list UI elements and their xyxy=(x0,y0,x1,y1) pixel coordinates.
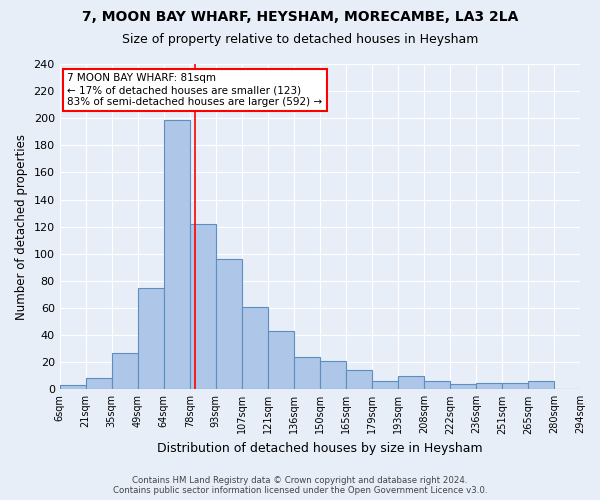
Text: Size of property relative to detached houses in Heysham: Size of property relative to detached ho… xyxy=(122,32,478,46)
Bar xyxy=(138,288,164,390)
Text: Contains HM Land Registry data © Crown copyright and database right 2024.
Contai: Contains HM Land Registry data © Crown c… xyxy=(113,476,487,495)
Bar xyxy=(242,306,268,390)
Bar xyxy=(398,376,424,390)
Bar xyxy=(450,384,476,390)
Bar xyxy=(86,378,112,390)
Bar xyxy=(320,361,346,390)
Bar xyxy=(424,381,450,390)
Bar xyxy=(216,259,242,390)
Bar xyxy=(112,352,138,390)
Bar xyxy=(346,370,372,390)
Bar xyxy=(372,381,398,390)
Bar xyxy=(294,357,320,390)
Text: 7, MOON BAY WHARF, HEYSHAM, MORECAMBE, LA3 2LA: 7, MOON BAY WHARF, HEYSHAM, MORECAMBE, L… xyxy=(82,10,518,24)
X-axis label: Distribution of detached houses by size in Heysham: Distribution of detached houses by size … xyxy=(157,442,482,455)
Bar xyxy=(476,382,502,390)
Bar xyxy=(502,382,528,390)
Y-axis label: Number of detached properties: Number of detached properties xyxy=(15,134,28,320)
Bar xyxy=(528,381,554,390)
Bar xyxy=(59,385,86,390)
Bar xyxy=(268,331,294,390)
Text: 7 MOON BAY WHARF: 81sqm
← 17% of detached houses are smaller (123)
83% of semi-d: 7 MOON BAY WHARF: 81sqm ← 17% of detache… xyxy=(67,74,323,106)
Bar xyxy=(190,224,216,390)
Bar xyxy=(164,120,190,390)
